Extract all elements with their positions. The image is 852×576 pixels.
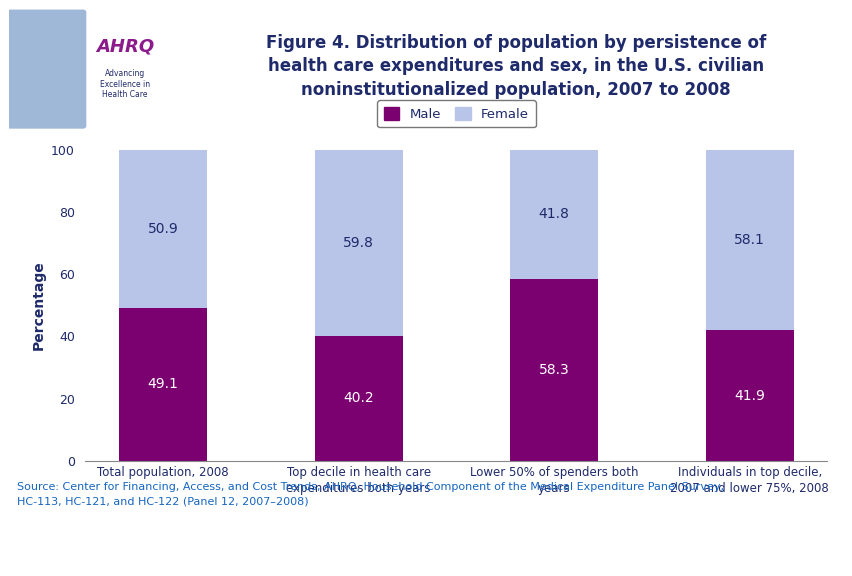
Bar [314,150,402,336]
Text: 50.9: 50.9 [147,222,178,236]
Text: Source: Center for Financing, Access, and Cost Trends, AHRQ, Household Component: Source: Center for Financing, Access, an… [17,482,723,506]
Bar [509,279,597,461]
Text: 49.1: 49.1 [147,377,178,392]
Bar [705,150,792,331]
Bar [314,336,402,461]
Bar [119,308,207,461]
FancyBboxPatch shape [7,10,86,128]
Text: 59.8: 59.8 [343,236,373,250]
Text: Figure 4. Distribution of population by persistence of
health care expenditures : Figure 4. Distribution of population by … [266,34,765,99]
Text: AHRQ: AHRQ [96,37,154,55]
Legend: Male, Female: Male, Female [377,100,535,127]
Bar [509,149,597,279]
Text: Advancing
Excellence in
Health Care: Advancing Excellence in Health Care [100,70,150,99]
Text: 58.3: 58.3 [538,363,569,377]
Text: 58.1: 58.1 [734,233,764,247]
Text: 41.9: 41.9 [734,389,764,403]
Text: 40.2: 40.2 [343,391,373,406]
Bar [705,331,792,461]
Y-axis label: Percentage: Percentage [32,260,45,350]
Text: 41.8: 41.8 [538,207,569,221]
Bar [119,150,207,308]
